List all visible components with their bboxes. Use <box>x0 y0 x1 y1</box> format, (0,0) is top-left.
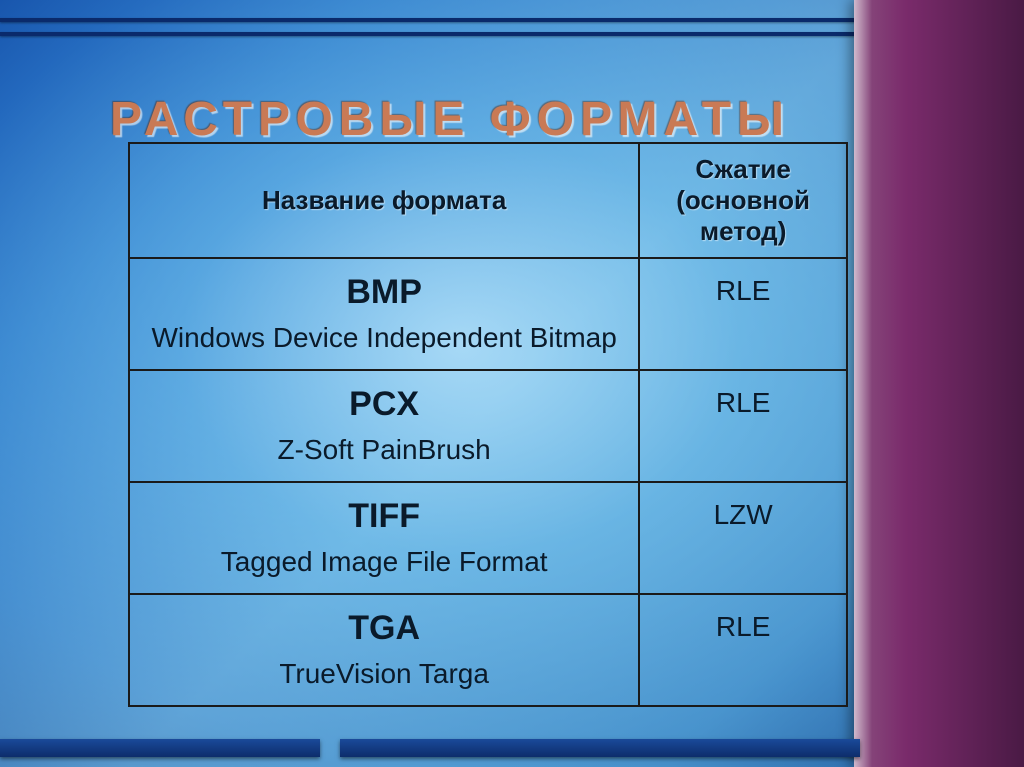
bottom-rule-right <box>340 739 860 757</box>
cell-compression: RLE <box>639 594 847 706</box>
format-name: TGA <box>140 609 628 648</box>
table-row: PCX Z-Soft PainBrush RLE <box>129 370 847 482</box>
table-row: TIFF Tagged Image File Format LZW <box>129 482 847 594</box>
compression-value: RLE <box>650 387 836 419</box>
header-compression: Сжатие (основной метод) <box>639 143 847 258</box>
format-desc: TrueVision Targa <box>140 656 628 691</box>
cell-format: TGA TrueVision Targa <box>129 594 639 706</box>
format-desc: Z-Soft PainBrush <box>140 432 628 467</box>
format-name: TIFF <box>140 497 628 536</box>
top-rule-1 <box>0 18 860 22</box>
cell-compression: LZW <box>639 482 847 594</box>
compression-value: LZW <box>650 499 836 531</box>
side-panel <box>854 0 1024 767</box>
formats-table: Название формата Сжатие (основной метод)… <box>128 142 848 707</box>
compression-value: RLE <box>650 611 836 643</box>
format-desc: Windows Device Independent Bitmap <box>140 320 628 355</box>
format-name: BMP <box>140 273 628 312</box>
compression-value: RLE <box>650 275 836 307</box>
top-rule-2 <box>0 32 860 36</box>
cell-format: PCX Z-Soft PainBrush <box>129 370 639 482</box>
slide-title: РАСТРОВЫЕ ФОРМАТЫ <box>110 92 790 147</box>
bottom-rule-left <box>0 739 320 757</box>
table-header-row: Название формата Сжатие (основной метод) <box>129 143 847 258</box>
cell-compression: RLE <box>639 370 847 482</box>
table-row: BMP Windows Device Independent Bitmap RL… <box>129 258 847 370</box>
format-name: PCX <box>140 385 628 424</box>
format-desc: Tagged Image File Format <box>140 544 628 579</box>
header-format-name: Название формата <box>129 143 639 258</box>
cell-format: TIFF Tagged Image File Format <box>129 482 639 594</box>
cell-compression: RLE <box>639 258 847 370</box>
table-row: TGA TrueVision Targa RLE <box>129 594 847 706</box>
cell-format: BMP Windows Device Independent Bitmap <box>129 258 639 370</box>
